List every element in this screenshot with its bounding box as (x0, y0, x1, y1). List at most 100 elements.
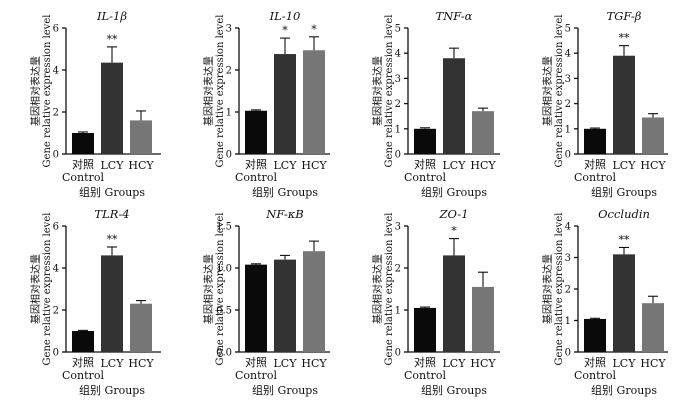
y-tick-label: 1 (565, 124, 571, 135)
category-label-en: Control (404, 171, 446, 184)
chart-panel-8: Occludin 0 1 2 3 4 基因相对表达量 Gene relative expres… (541, 207, 668, 397)
y-tick-label: 5 (565, 24, 571, 35)
chart-panel-1: IL-1β 0 2 4 6 基因相对表达量 Gene relative expression… (29, 9, 161, 199)
bar (443, 255, 465, 352)
y-tick-label: 1 (395, 124, 401, 135)
y-tick-label: 3 (395, 222, 401, 233)
bar (642, 117, 664, 154)
y-axis-label-en: Gene relative expression level (215, 213, 226, 366)
category-label-cn: 对照 (245, 157, 267, 171)
bar (613, 254, 635, 352)
bar (245, 110, 267, 154)
chart-title-greek: β (634, 9, 642, 23)
y-tick-label: 6 (53, 222, 59, 233)
y-tick-label: 4 (565, 49, 571, 60)
x-axis-label: 组别 Groups (79, 185, 145, 199)
y-tick-label: 1 (226, 108, 232, 119)
y-tick-label: 1.5 (216, 222, 232, 233)
bar (101, 62, 123, 154)
y-axis-label-cn: 基因相对表达量 (541, 254, 554, 324)
y-tick-label: 0.0 (216, 348, 232, 359)
category-label-en: Control (235, 171, 277, 184)
x-axis-label: 组别 Groups (79, 383, 145, 397)
category-label-en: Control (574, 369, 616, 382)
category-label: HCY (128, 357, 154, 370)
category-label-cn: 对照 (72, 355, 94, 369)
category-label-cn: 对照 (414, 157, 436, 171)
category-label: HCY (470, 159, 496, 172)
bar (584, 318, 606, 352)
significance-label: ** (107, 33, 119, 46)
x-axis-label: 组别 Groups (421, 383, 487, 397)
chart-panel-2: IL-10 0 1 2 3 基因相对表达量 Gene relative expression… (202, 9, 330, 199)
bar (245, 264, 267, 352)
chart-title: NF-κB (265, 207, 303, 221)
y-axis-label-cn: 基因相对表达量 (541, 56, 554, 126)
chart-title-text: Occludin (598, 207, 650, 221)
category-label-en: Control (62, 171, 104, 184)
category-label: LCY (443, 357, 467, 370)
bar (472, 111, 494, 154)
y-axis-label-en: Gene relative expression level (554, 213, 565, 366)
y-axis-label-cn: 基因相对表达量 (29, 254, 42, 324)
x-axis-label: 组别 Groups (252, 185, 318, 199)
bar (303, 50, 325, 155)
y-tick-label: 1 (565, 316, 571, 327)
y-tick-label: 2 (226, 66, 232, 77)
category-label-cn: 对照 (414, 355, 436, 369)
chart-title: Occludin (598, 207, 650, 221)
y-tick-label: 1.0 (216, 264, 232, 275)
y-axis-label-cn: 基因相对表达量 (29, 56, 42, 126)
y-axis-label-en: Gene relative expression level (215, 15, 226, 168)
bar (101, 255, 123, 352)
y-tick-label: 5 (395, 24, 401, 35)
significance-label: * (451, 225, 457, 238)
significance-label: * (282, 24, 288, 37)
chart-title-text: ZO-1 (438, 207, 468, 221)
y-axis-label-en: Gene relative expression level (384, 213, 395, 366)
bar (414, 307, 436, 352)
significance-label: ** (619, 32, 631, 45)
chart-title-text: TLR-4 (94, 207, 129, 221)
category-label: LCY (101, 159, 125, 172)
category-label-cn: 对照 (72, 157, 94, 171)
bar (303, 251, 325, 352)
chart-title: TNF-α (436, 9, 473, 23)
category-label: HCY (301, 357, 327, 370)
category-label: HCY (470, 357, 496, 370)
category-label: LCY (613, 357, 637, 370)
y-axis-label-cn: 基因相对表达量 (371, 254, 384, 324)
chart-title-greek: β (119, 9, 127, 23)
chart-panel-7: ZO-1 0 1 2 3 基因相对表达量 Gene relative expression … (371, 207, 500, 397)
bar (130, 303, 152, 352)
y-tick-label: 2 (565, 285, 571, 296)
category-label: LCY (101, 357, 125, 370)
bar (584, 128, 606, 154)
y-tick-label: 4 (565, 222, 571, 233)
y-axis-label-en: Gene relative expression level (384, 15, 395, 168)
bar (414, 128, 436, 154)
category-label-en: Control (404, 369, 446, 382)
x-axis-label: 组别 Groups (252, 383, 318, 397)
y-tick-label: 2 (53, 306, 59, 317)
chart-panel-4: TGF-β 0 1 2 3 4 5 基因相对表达量 Gene relative expressi… (541, 9, 668, 199)
category-label-en: Control (235, 369, 277, 382)
chart-title-text: NF-κB (265, 207, 303, 221)
y-tick-label: 0 (53, 150, 59, 161)
y-tick-label: 3 (226, 24, 232, 35)
chart-title-text: TNF- (436, 9, 465, 23)
y-tick-label: 3 (565, 74, 571, 85)
significance-label: ** (619, 233, 631, 246)
y-tick-label: 6 (53, 24, 59, 35)
category-label: LCY (274, 159, 298, 172)
y-tick-label: 0 (565, 150, 571, 161)
category-label-en: Control (574, 171, 616, 184)
chart-title-greek: α (465, 9, 473, 23)
category-label: LCY (274, 357, 298, 370)
y-tick-label: 4 (53, 264, 59, 275)
y-tick-label: 0 (53, 348, 59, 359)
chart-title-text: IL-10 (269, 9, 301, 23)
category-label-cn: 对照 (584, 355, 606, 369)
